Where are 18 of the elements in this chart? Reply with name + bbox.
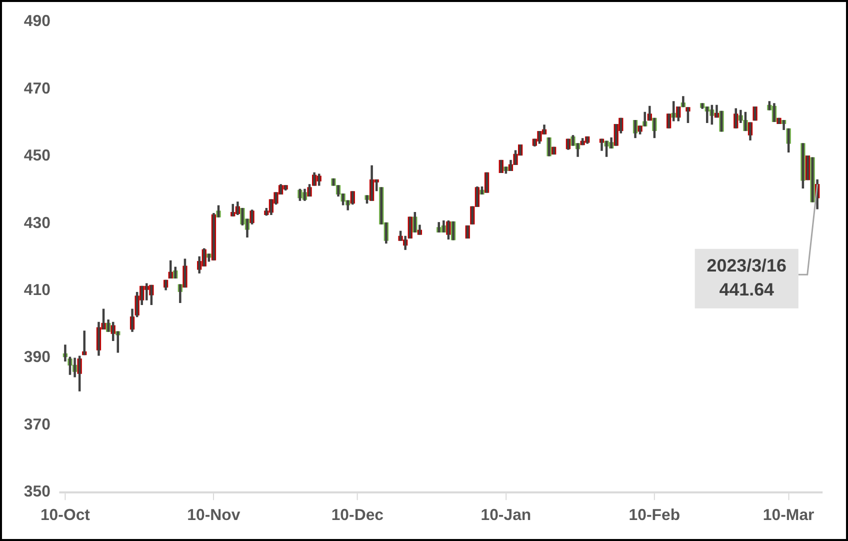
- candlestick: [450, 221, 456, 240]
- y-tick-label: 390: [24, 349, 51, 366]
- candlestick: [498, 160, 504, 174]
- y-tick-label: 470: [24, 80, 51, 98]
- x-tick-label: 10-Jan: [480, 506, 532, 524]
- x-tick-label: 10-Mar: [762, 506, 814, 524]
- y-tick-label: 430: [24, 214, 51, 232]
- x-tick-label: 10-Nov: [187, 506, 240, 524]
- annotation: 2023/3/16 441.64: [706, 256, 786, 300]
- y-tick-label: 350: [24, 484, 51, 501]
- y-tick-label: 450: [24, 148, 51, 165]
- candlestick: [484, 172, 490, 193]
- y-tick-label: 490: [24, 13, 51, 30]
- y-tick-label: 410: [24, 282, 51, 299]
- x-tick-label: 10-Oct: [40, 506, 91, 524]
- x-tick-label: 10-Feb: [628, 506, 680, 524]
- y-tick-label: 370: [24, 416, 51, 434]
- x-tick-label: 10-Dec: [331, 506, 384, 524]
